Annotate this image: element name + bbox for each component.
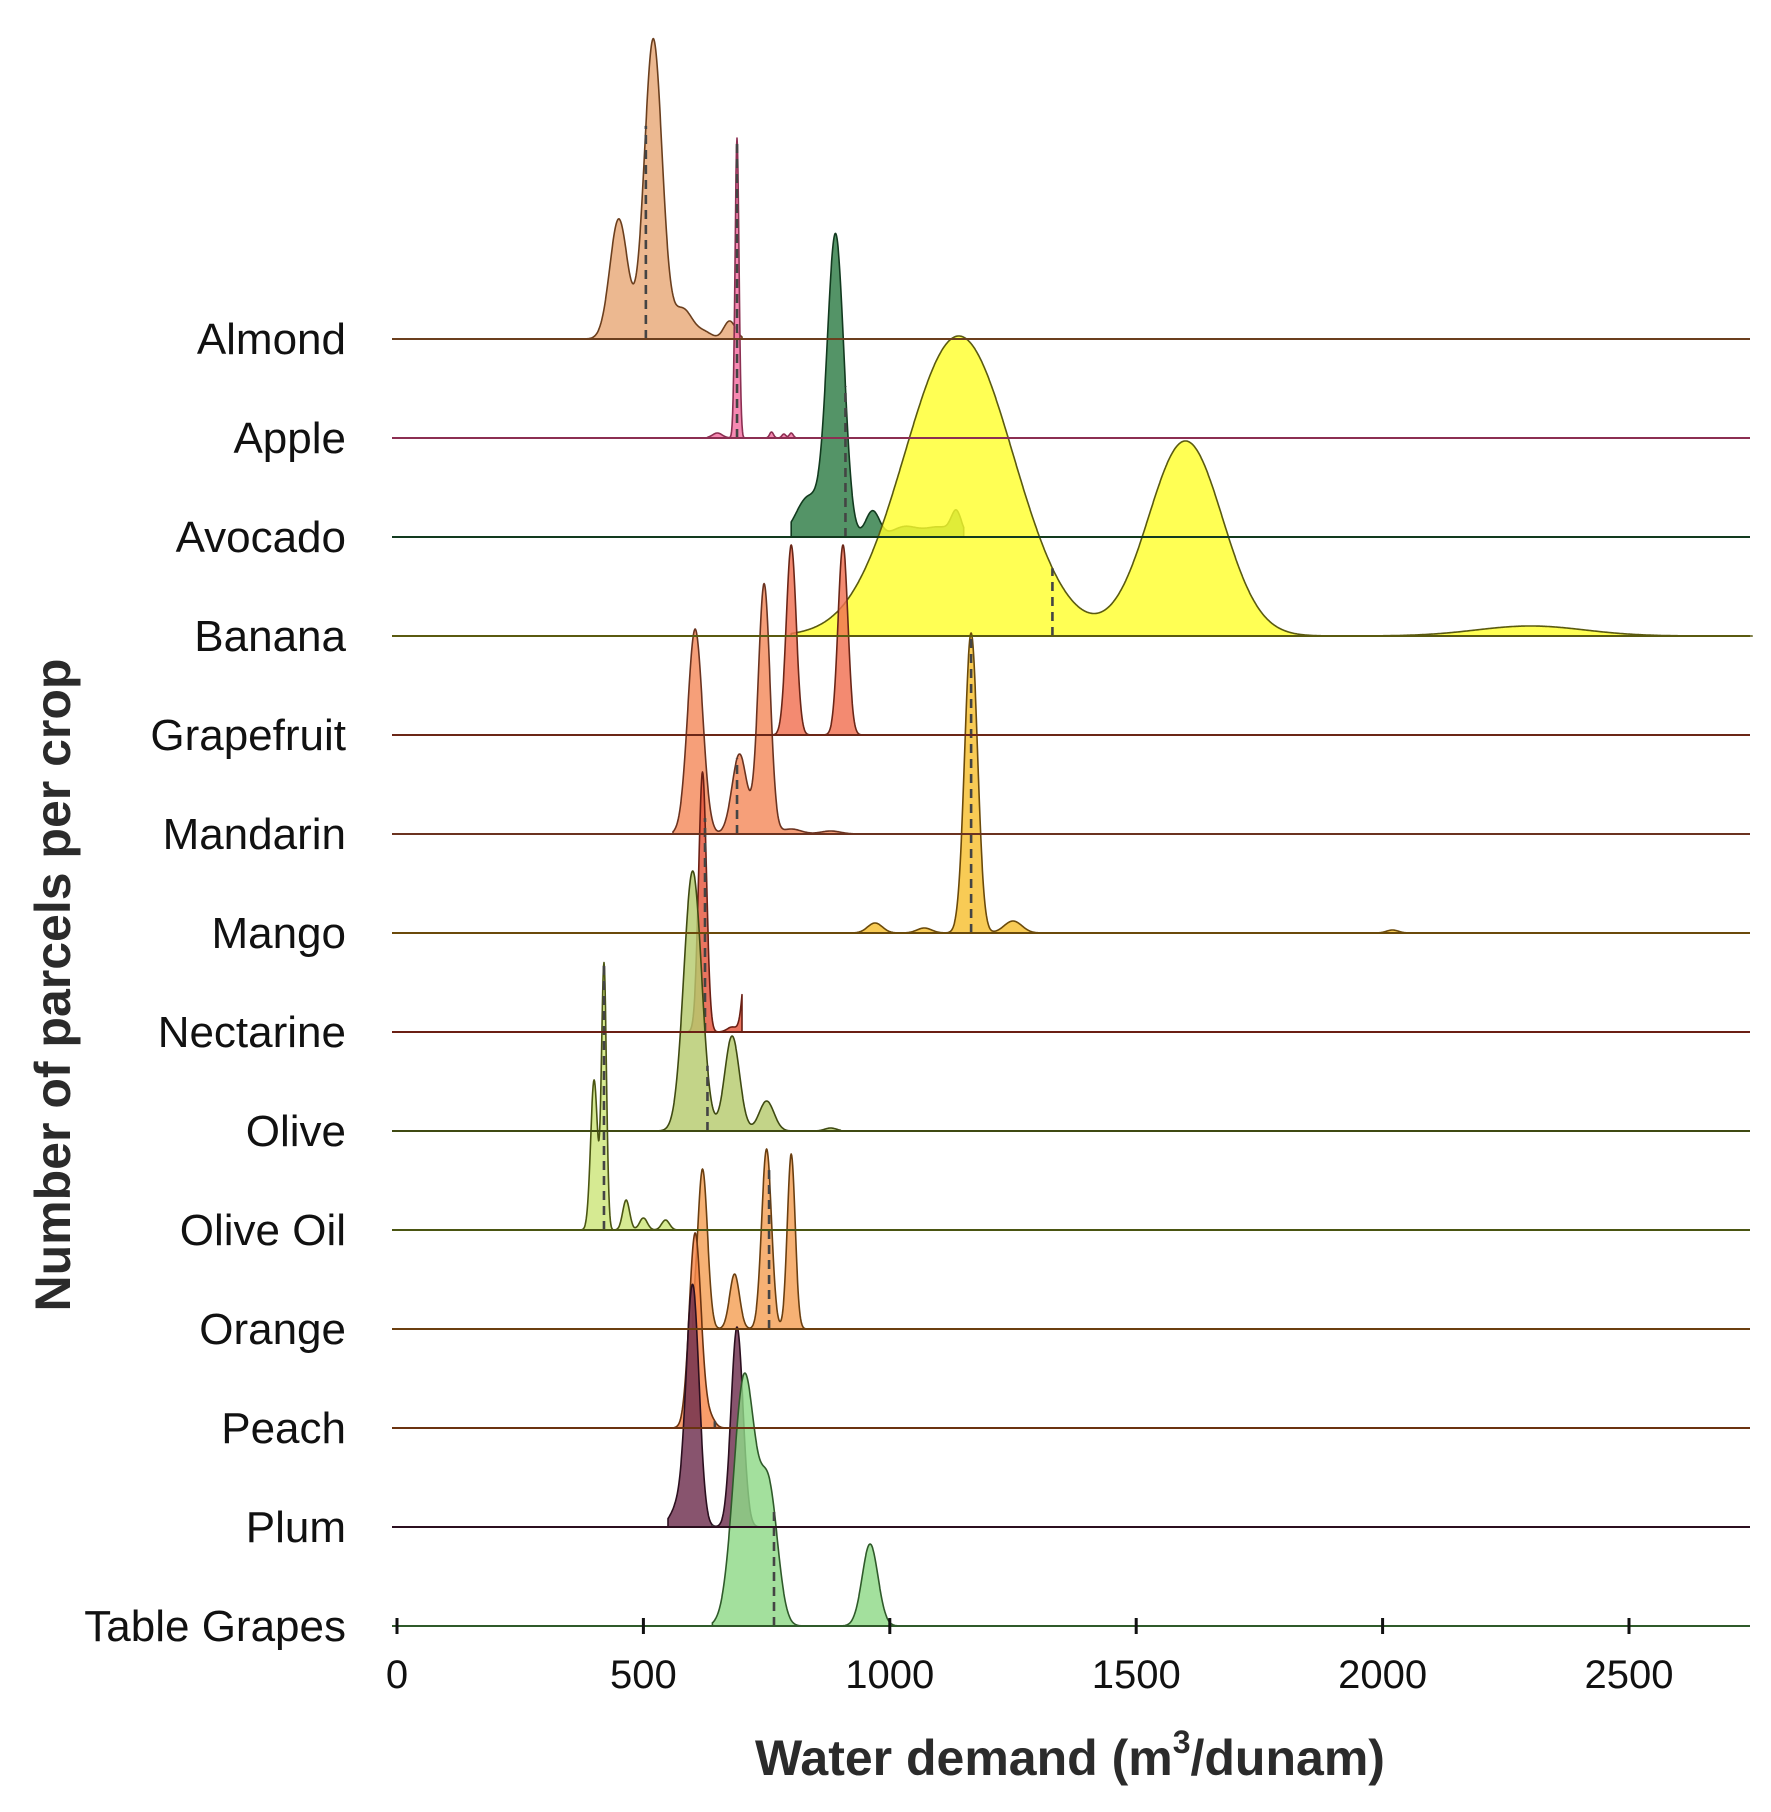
x-axis-title-main: Water demand (m — [755, 1730, 1173, 1786]
ridge-orange — [691, 1148, 866, 1330]
ridge-banana — [790, 335, 1753, 637]
crop-label-olive: Olive — [246, 1107, 346, 1156]
x-axis-title-tail: /dunam) — [1191, 1730, 1385, 1786]
ridge-table-grapes — [711, 1372, 906, 1627]
ridge-olive-oil — [578, 961, 679, 1231]
crop-label-orange: Orange — [199, 1305, 346, 1354]
x-tick-label-0: 0 — [386, 1653, 408, 1697]
x-tick-label-2500: 2500 — [1585, 1653, 1674, 1697]
crop-label-mango: Mango — [211, 909, 346, 958]
crop-label-grapefruit: Grapefruit — [150, 711, 346, 760]
crop-label-peach: Peach — [221, 1404, 346, 1453]
crop-label-nectarine: Nectarine — [158, 1008, 346, 1057]
crop-label-table-grapes: Table Grapes — [84, 1602, 346, 1651]
crop-label-banana: Banana — [194, 612, 346, 661]
x-tick-label-1000: 1000 — [845, 1653, 934, 1697]
x-axis-title: Water demand (m3/dunam) — [755, 1724, 1385, 1786]
crop-label-olive-oil: Olive Oil — [180, 1206, 346, 1255]
crop-label-apple: Apple — [233, 414, 346, 463]
x-axis-title-sup: 3 — [1173, 1724, 1191, 1760]
ridge-apple — [706, 137, 802, 439]
ridge-almond — [585, 37, 743, 340]
ridge-mandarin — [672, 582, 857, 835]
ridge-grapefruit — [768, 544, 866, 736]
ridge-mango — [839, 632, 1408, 934]
crop-label-plum: Plum — [246, 1503, 346, 1552]
x-tick-label-2000: 2000 — [1338, 1653, 1427, 1697]
x-tick-label-1500: 1500 — [1092, 1653, 1181, 1697]
ridge-olive — [652, 870, 842, 1132]
crop-label-avocado: Avocado — [176, 513, 346, 562]
crop-label-almond: Almond — [197, 315, 346, 364]
crop-label-mandarin: Mandarin — [163, 810, 346, 859]
crop-labels-group: Almond Apple Avocado Banana Grapefruit Mandar… — [84, 315, 346, 1651]
y-axis-title: Number of parcels per crop — [25, 659, 81, 1312]
baselines-group — [392, 338, 1750, 1627]
x-axis: 0 500 1000 1500 2000 2500 — [386, 1618, 1674, 1697]
ridges-group — [578, 37, 1753, 1627]
x-tick-label-500: 500 — [610, 1653, 677, 1697]
